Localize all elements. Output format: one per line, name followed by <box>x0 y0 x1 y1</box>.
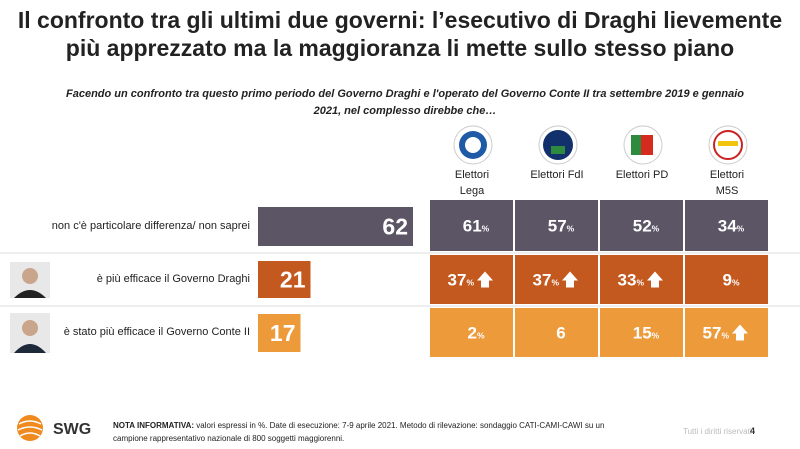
value-label: 2% <box>467 324 484 343</box>
subtitle: Facendo un confronto tra questo primo pe… <box>66 88 744 117</box>
group-label: Elettori FdI <box>530 169 584 181</box>
bar <box>258 261 311 298</box>
cell <box>430 255 513 304</box>
note-text: valori espressi in %. Date di esecuzione… <box>113 421 605 443</box>
category-label: non c'è particolare differenza/ non sapr… <box>51 219 250 232</box>
cell <box>600 255 683 304</box>
group-label: Elettori M5S <box>709 169 745 197</box>
group-label: Elettori Lega <box>454 169 490 197</box>
value-label: 15% <box>633 324 660 343</box>
value-label: 37% <box>533 271 560 290</box>
bar-value: 62 <box>382 214 408 240</box>
up-arrow <box>562 271 578 288</box>
logo-fdi <box>538 125 578 165</box>
cell <box>685 255 768 304</box>
cell <box>515 308 598 357</box>
note-label: NOTA INFORMATIVA: <box>113 421 195 430</box>
brand: SWG <box>53 421 91 438</box>
value-label: 6 <box>556 324 565 343</box>
cell <box>685 308 768 357</box>
category-label: è più efficace il Governo Draghi <box>96 272 250 285</box>
cell <box>600 200 683 251</box>
cell <box>430 308 513 357</box>
value-label: 61% <box>463 217 490 236</box>
value-label: 52% <box>633 217 660 236</box>
cell <box>515 255 598 304</box>
up-arrow <box>647 271 663 288</box>
value-label: 9% <box>722 271 739 290</box>
logo-pd <box>623 125 663 165</box>
bar <box>258 314 301 352</box>
value-label: 34% <box>718 217 745 236</box>
bar-value: 17 <box>270 320 296 346</box>
title: Il confronto tra gli ultimi due governi:… <box>17 7 783 61</box>
logo-m5s <box>708 125 748 165</box>
up-arrow <box>732 324 748 341</box>
up-arrow <box>477 271 493 288</box>
value-label: 37% <box>448 271 475 290</box>
category-label: è stato più efficace il Governo Conte II <box>63 326 250 338</box>
value-label: 57% <box>703 324 730 343</box>
logo-lega <box>453 125 493 165</box>
cell <box>600 308 683 357</box>
cell <box>685 200 768 251</box>
cell <box>430 200 513 251</box>
value-label: 57% <box>548 217 575 236</box>
rights: Tutti i diritti riservati <box>683 427 752 436</box>
group-label: Elettori PD <box>615 169 669 181</box>
bar-value: 21 <box>280 267 306 293</box>
value-label: 33% <box>618 271 645 290</box>
photo-conte <box>10 313 50 353</box>
page-number: 4 <box>750 426 755 436</box>
cell <box>515 200 598 251</box>
swg-logo <box>17 415 43 441</box>
photo-draghi <box>10 262 50 298</box>
note: NOTA INFORMATIVA: valori espressi in %. … <box>113 419 613 445</box>
bar <box>258 207 413 246</box>
